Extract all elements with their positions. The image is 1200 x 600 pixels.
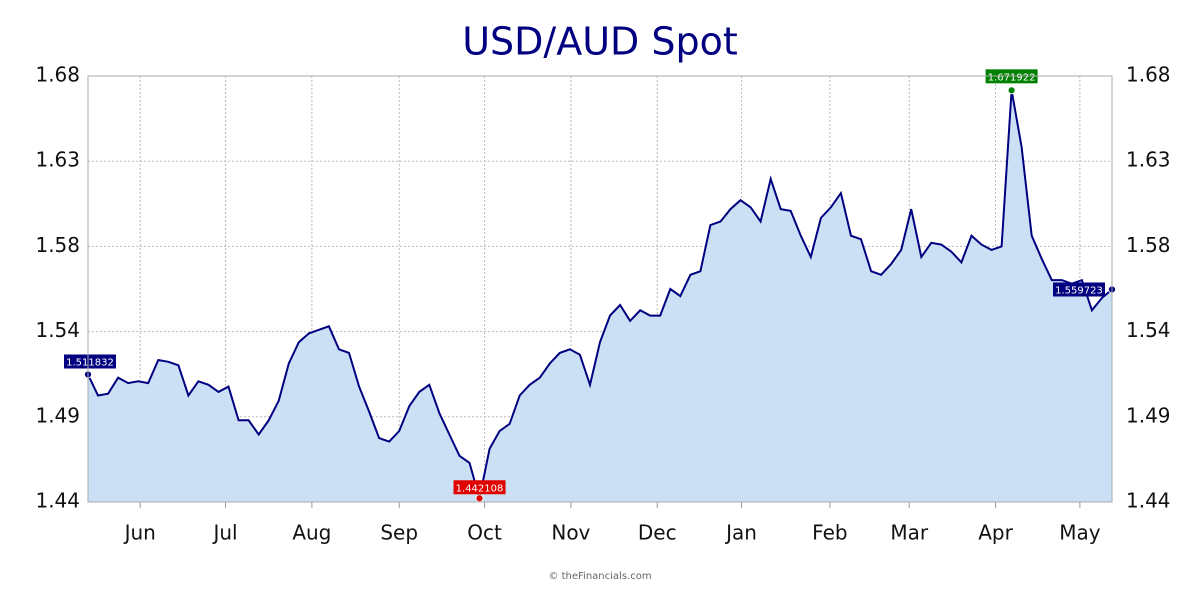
- y-tick-label: 1.44: [35, 489, 80, 513]
- plot-border: [87, 75, 1113, 503]
- area-fill: [88, 90, 1112, 503]
- x-tick-label: Oct: [467, 521, 502, 545]
- y-tick-label-right: 1.68: [1126, 63, 1171, 87]
- value-label: 1.559723: [1055, 285, 1103, 296]
- y-tick-label-right: 1.54: [1126, 318, 1171, 342]
- y-tick-label: 1.68: [35, 63, 80, 87]
- x-tick-label: Jun: [123, 521, 156, 545]
- point-marker: [1007, 86, 1016, 95]
- price-line: [87, 90, 1113, 499]
- y-tick-label: 1.58: [35, 233, 80, 257]
- x-tick-label: Mar: [890, 521, 929, 545]
- value-label-bg: [1053, 282, 1105, 297]
- x-tick-label: Nov: [551, 521, 590, 545]
- x-tick-label: Sep: [380, 521, 418, 545]
- y-tick-label: 1.63: [35, 148, 80, 172]
- x-tick-label: Jan: [724, 521, 757, 545]
- y-tick-label: 1.54: [35, 318, 80, 342]
- y-tick-label-right: 1.49: [1126, 403, 1171, 427]
- x-tick-label: Dec: [638, 521, 677, 545]
- x-tick-label: Feb: [812, 521, 847, 545]
- x-tick-label: Aug: [292, 521, 331, 545]
- x-tick-label: Jul: [211, 521, 237, 545]
- y-tick-label: 1.49: [35, 403, 80, 427]
- y-tick-label-right: 1.63: [1126, 148, 1171, 172]
- value-label: 1.671922: [988, 72, 1036, 83]
- value-label: 1.511832: [66, 357, 114, 368]
- y-tick-label-right: 1.58: [1126, 233, 1171, 257]
- x-tick-label: May: [1059, 521, 1101, 545]
- x-tick-label: Apr: [978, 521, 1013, 545]
- value-label: 1.442108: [456, 483, 504, 494]
- point-marker: [475, 494, 484, 503]
- chart-title: USD/AUD Spot: [462, 20, 738, 64]
- value-label-bg: [453, 480, 506, 495]
- source: © theFinancials.com: [548, 571, 651, 582]
- y-tick-label-right: 1.44: [1126, 489, 1171, 513]
- value-label-bg: [64, 354, 116, 369]
